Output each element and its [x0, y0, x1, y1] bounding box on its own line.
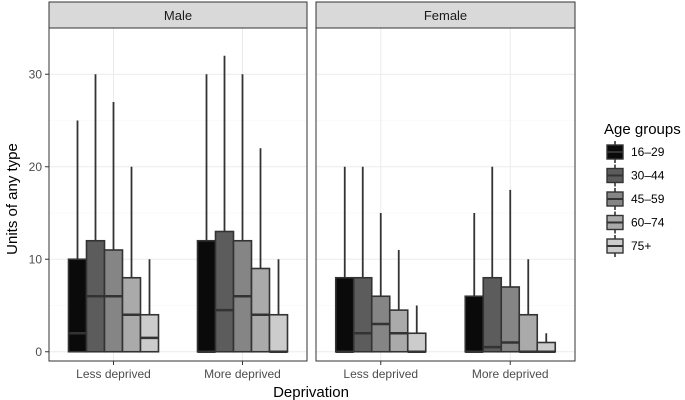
box-male-less-0 — [67, 120, 88, 353]
box-male-less-1 — [85, 74, 106, 353]
box-rect — [250, 267, 271, 353]
box-rect — [67, 258, 88, 353]
box-rect — [352, 276, 373, 353]
box-rect — [518, 313, 539, 353]
facet-panel-male: Male Less deprived More deprived — [48, 1, 308, 381]
legend-key-3: 60–74 — [606, 211, 665, 234]
box-female-more-0 — [464, 213, 485, 353]
box-rect — [388, 309, 409, 353]
box-male-more-0 — [196, 74, 217, 353]
box-female-more-4 — [536, 333, 557, 353]
legend-key-2: 45–59 — [606, 188, 665, 210]
panel-border — [315, 27, 576, 362]
box-female-less-4 — [406, 305, 427, 353]
box-male-more-4 — [268, 259, 289, 353]
facet-strip — [48, 1, 308, 29]
legend: Age groups 16–29 30–44 45–59 60–74 75+ — [604, 121, 681, 257]
facet-panels: Male Less deprived More deprived Female Less… — [48, 1, 576, 381]
y-tick-label: 10 — [29, 252, 43, 266]
box-rect — [196, 239, 217, 353]
x-tick-label: More deprived — [204, 367, 281, 381]
panel-border — [48, 27, 308, 362]
legend-label: 16–29 — [631, 145, 665, 159]
box-male-less-3 — [121, 166, 142, 353]
legend-key-4: 75+ — [606, 235, 651, 257]
facet-panel-female: Female Less deprived More deprived — [315, 1, 576, 381]
x-tick-label: Less deprived — [76, 367, 151, 381]
box-male-less-4 — [139, 259, 160, 353]
facet-strip-label: Female — [424, 8, 467, 23]
box-female-more-2 — [500, 189, 521, 353]
y-tick-label: 20 — [29, 160, 43, 174]
box-rect — [482, 276, 503, 353]
y-tick-label: 0 — [35, 345, 42, 359]
legend-label: 45–59 — [631, 192, 665, 206]
box-rect — [214, 230, 235, 353]
box-female-less-0 — [334, 166, 355, 353]
legend-key-0: 16–29 — [606, 141, 665, 163]
y-tick-label: 30 — [29, 67, 43, 81]
box-rect — [536, 341, 557, 353]
box-rect — [139, 313, 160, 353]
legend-label: 75+ — [631, 239, 651, 253]
y-axis: 0 10 20 30 — [29, 67, 49, 359]
box-rect — [406, 332, 427, 353]
x-tick-label: More deprived — [472, 367, 549, 381]
facet-strip-label: Male — [164, 8, 192, 23]
box-female-less-2 — [370, 213, 391, 353]
box-rect — [464, 295, 485, 353]
x-axis-title: Deprivation — [273, 384, 349, 400]
box-male-more-3 — [250, 148, 271, 353]
facet-strip — [315, 1, 576, 29]
x-tick-label: Less deprived — [343, 367, 418, 381]
box-rect — [268, 313, 289, 353]
y-axis-title: Units of any type — [4, 143, 21, 255]
legend-key-1: 30–44 — [606, 164, 665, 187]
legend-label: 60–74 — [631, 216, 665, 230]
legend-title: Age groups — [604, 121, 681, 138]
box-female-less-3 — [388, 250, 409, 353]
box-female-more-3 — [518, 259, 539, 353]
box-rect — [103, 249, 124, 353]
legend-label: 30–44 — [631, 169, 665, 183]
box-rect — [334, 276, 355, 353]
